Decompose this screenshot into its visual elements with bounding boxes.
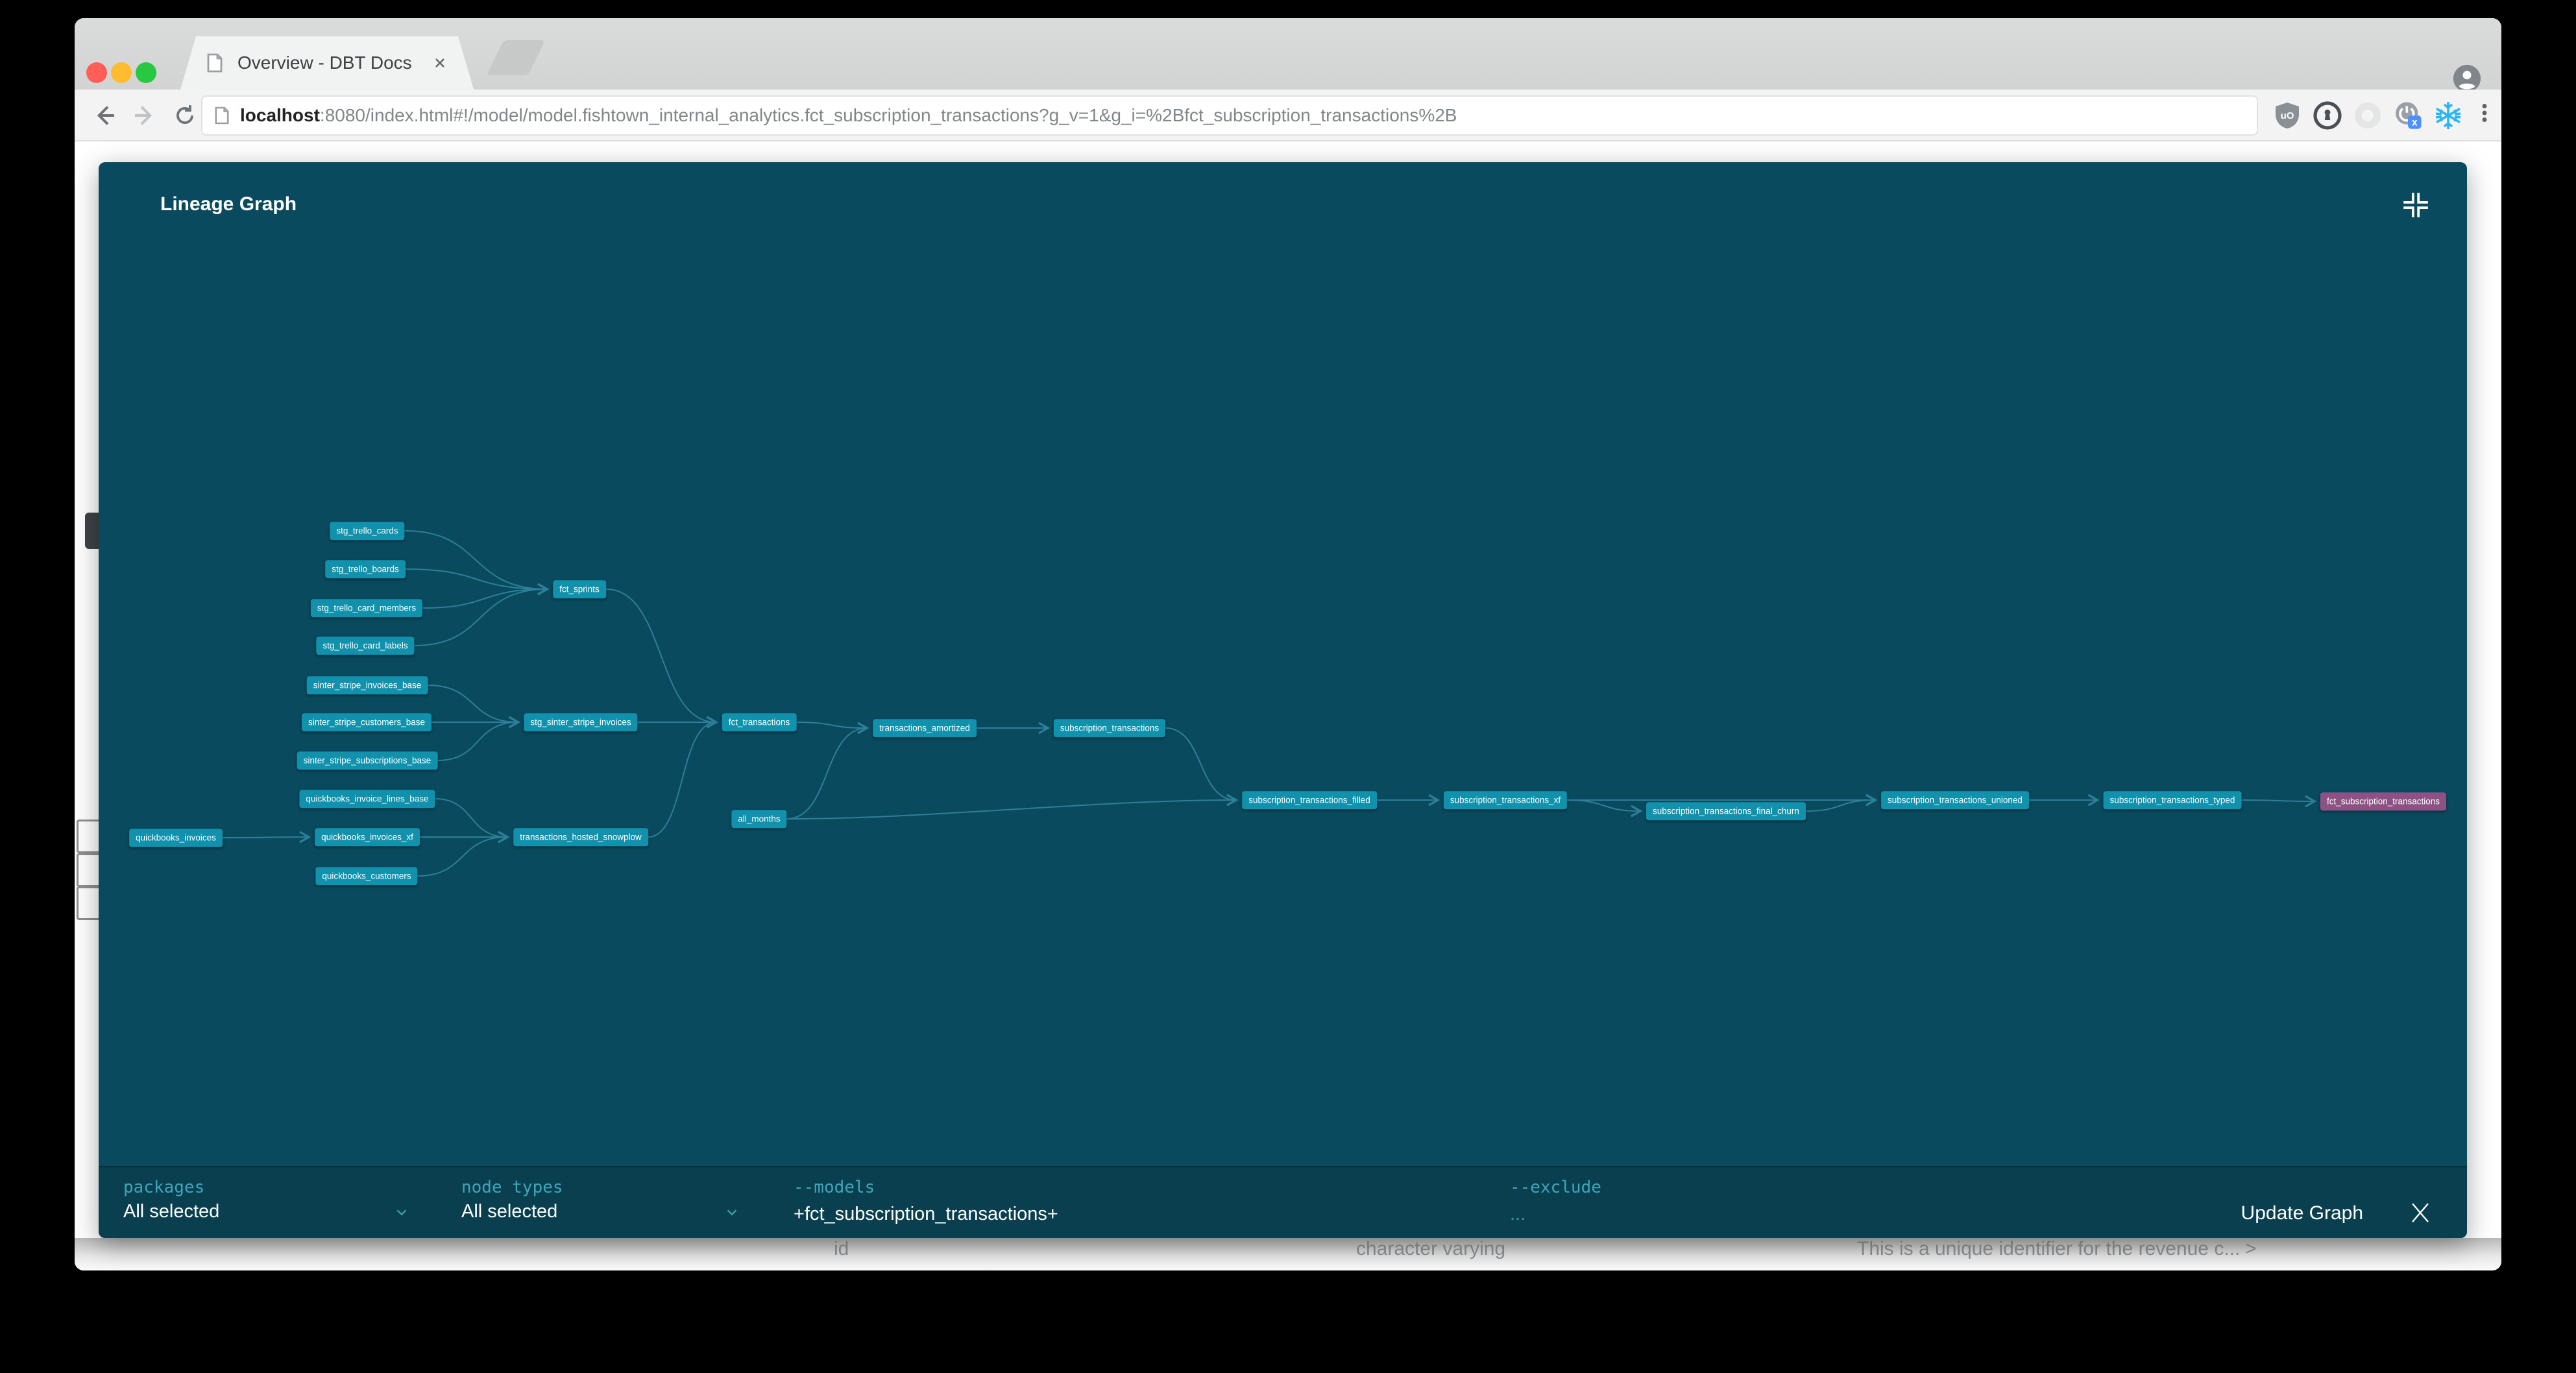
graph-node-sinter_stripe_customers_base[interactable]: sinter_stripe_customers_base xyxy=(301,713,432,731)
graph-node-fct_transactions[interactable]: fct_transactions xyxy=(722,713,797,731)
models-input[interactable]: +fct_subscription_transactions+ xyxy=(794,1204,1058,1224)
browser-tab[interactable]: Overview - DBT Docs xyxy=(180,36,474,90)
reload-button[interactable] xyxy=(168,99,202,132)
profile-avatar-icon[interactable] xyxy=(2452,64,2482,93)
column-name-cell: id xyxy=(834,1238,849,1259)
chevron-down-icon xyxy=(396,1209,407,1215)
row-expand-chevron: > xyxy=(2245,1238,2257,1259)
packages-value: All selected xyxy=(123,1201,220,1222)
forward-button[interactable] xyxy=(128,99,162,132)
update-graph-button[interactable]: Update Graph xyxy=(2241,1202,2363,1224)
graph-node-subscription_transactions_final_churn[interactable]: subscription_transactions_final_churn xyxy=(1646,802,1806,820)
graph-node-subscription_transactions[interactable]: subscription_transactions xyxy=(1053,719,1166,737)
lineage-stage[interactable]: stg_trello_cards stg_trello_boards stg_tre… xyxy=(99,162,2467,1166)
column-type-cell: character varying xyxy=(1356,1238,1506,1259)
tab-strip: Overview - DBT Docs xyxy=(75,18,2501,93)
pocket-circle-icon[interactable] xyxy=(2352,100,2383,131)
background-table-row: id character varying This is a unique id… xyxy=(75,1238,2501,1270)
url-text: localhost:8080/index.html#!/model/model.… xyxy=(240,105,1457,126)
onepassword-keyhole-icon[interactable] xyxy=(2312,100,2343,131)
ublock-shield-icon[interactable]: uO xyxy=(2272,100,2303,131)
svg-text:x: x xyxy=(2412,117,2418,128)
graph-node-quickbooks_customers[interactable]: quickbooks_customers xyxy=(315,867,418,885)
minimize-window-button[interactable] xyxy=(111,62,132,83)
graph-node-stg_trello_boards[interactable]: stg_trello_boards xyxy=(325,560,406,578)
graph-node-stg_trello_card_members[interactable]: stg_trello_card_members xyxy=(310,599,423,617)
svg-text:uO: uO xyxy=(2281,110,2294,121)
exclude-label: --exclude xyxy=(1510,1178,1601,1197)
graph-node-subscription_transactions_typed[interactable]: subscription_transactions_typed xyxy=(2103,791,2242,809)
graph-node-quickbooks_invoice_lines_base[interactable]: quickbooks_invoice_lines_base xyxy=(299,790,435,808)
packages-label: packages xyxy=(123,1178,205,1197)
lineage-graph-overlay: stg_trello_cards stg_trello_boards stg_tre… xyxy=(99,162,2467,1238)
node-types-value: All selected xyxy=(461,1201,558,1222)
new-tab-button[interactable] xyxy=(486,40,546,75)
overflow-menu-icon[interactable] xyxy=(2468,96,2501,130)
page-icon xyxy=(215,106,229,125)
zoom-window-button[interactable] xyxy=(136,62,156,83)
browser-toolbar: localhost:8080/index.html#!/model/model.… xyxy=(75,90,2501,141)
graph-node-quickbooks_invoices_xf[interactable]: quickbooks_invoices_xf xyxy=(315,828,420,846)
graph-node-all_months[interactable]: all_months xyxy=(731,810,787,828)
graph-node-subscription_transactions_filled[interactable]: subscription_transactions_filled xyxy=(1242,791,1377,809)
browser-window: Overview - DBT Docs localhost:80 xyxy=(75,18,2501,1270)
close-window-button[interactable] xyxy=(86,62,107,83)
node-types-select[interactable]: All selected xyxy=(461,1201,739,1222)
graph-node-transactions_amortized[interactable]: transactions_amortized xyxy=(873,719,977,737)
graph-node-quickbooks_invoices[interactable]: quickbooks_invoices xyxy=(129,829,223,847)
back-button[interactable] xyxy=(88,99,121,132)
graph-node-fct_subscription_transactions[interactable]: fct_subscription_transactions xyxy=(2320,792,2447,810)
tab-title: Overview - DBT Docs xyxy=(237,53,412,73)
models-label: --models xyxy=(794,1178,875,1197)
url-path: :8080/index.html#!/model/model.fishtown_… xyxy=(319,105,1457,125)
packages-select[interactable]: All selected xyxy=(123,1201,409,1222)
graph-node-stg_trello_cards[interactable]: stg_trello_cards xyxy=(330,522,405,540)
graph-node-sinter_stripe_invoices_base[interactable]: sinter_stripe_invoices_base xyxy=(306,676,428,694)
url-bar[interactable]: localhost:8080/index.html#!/model/model.… xyxy=(201,95,2258,136)
lineage-title: Lineage Graph xyxy=(160,193,297,215)
node-types-label: node types xyxy=(461,1178,563,1197)
chevron-down-icon xyxy=(727,1209,737,1215)
graph-node-sinter_stripe_subscriptions_base[interactable]: sinter_stripe_subscriptions_base xyxy=(297,751,438,770)
column-description-cell: This is a unique identifier for the reve… xyxy=(1857,1238,2241,1259)
collapse-graph-icon[interactable] xyxy=(2400,189,2431,221)
page-favicon-icon xyxy=(206,53,223,73)
snowflake-icon[interactable] xyxy=(2433,100,2464,131)
power-x-badge-icon[interactable]: x xyxy=(2392,100,2424,131)
graph-node-transactions_hosted_snowplow[interactable]: transactions_hosted_snowplow xyxy=(513,828,648,846)
url-host: localhost xyxy=(240,105,320,125)
exclude-input[interactable]: ... xyxy=(1510,1204,1526,1224)
graph-node-fct_sprints[interactable]: fct_sprints xyxy=(553,580,606,598)
graph-node-subscription_transactions_xf[interactable]: subscription_transactions_xf xyxy=(1443,791,1568,809)
graph-node-stg_sinter_stripe_invoices[interactable]: stg_sinter_stripe_invoices xyxy=(524,713,638,731)
tab-close-icon[interactable] xyxy=(432,55,448,71)
close-graph-icon[interactable] xyxy=(2407,1200,2433,1226)
graph-filter-bar: packages All selected node types All sel… xyxy=(99,1166,2467,1238)
graph-node-subscription_transactions_unioned[interactable]: subscription_transactions_unioned xyxy=(1881,791,2029,809)
lineage-edges xyxy=(222,530,2317,877)
graph-node-stg_trello_card_labels[interactable]: stg_trello_card_labels xyxy=(316,637,415,655)
